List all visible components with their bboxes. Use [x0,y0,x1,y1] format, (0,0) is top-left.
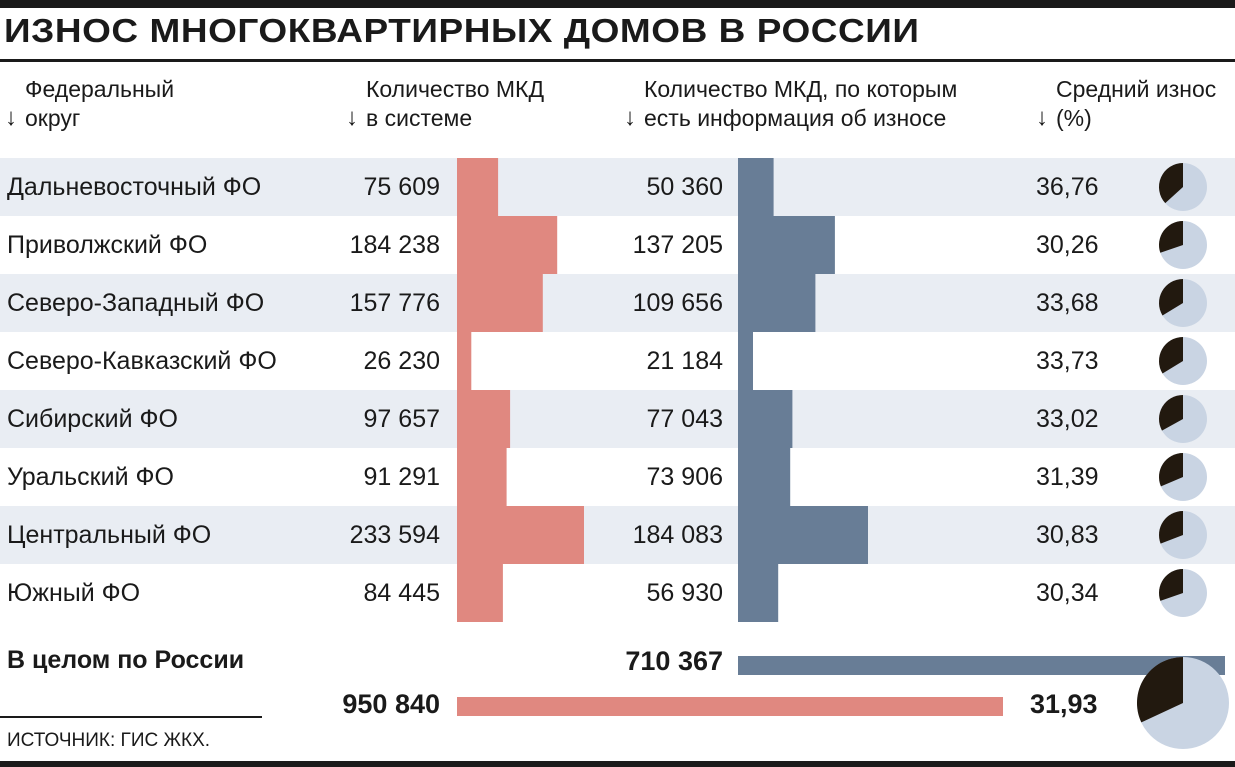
total-value: 91 291 [363,463,440,491]
wear-value: 33,73 [1036,347,1099,375]
total-value: 26 230 [363,347,440,375]
region-name: Центральный ФО [7,521,212,549]
header-with-info-label: Количество МКД, по которым есть информац… [644,76,958,131]
header-with-info-arrow: ↓ [624,104,636,131]
header-region-arrow: ↓ [5,104,17,131]
total-bar [457,506,584,564]
info-bar [738,506,868,564]
total-bar [457,274,543,332]
wear-value: 36,76 [1036,173,1099,201]
wear-pie-wear [1158,279,1183,316]
info-bar [738,390,793,448]
source-rule [0,716,262,718]
info-value: 109 656 [632,289,723,317]
info-value: 50 360 [646,173,723,201]
region-name: Северо-Западный ФО [7,289,265,317]
wear-pie-wear [1159,221,1183,253]
region-name: Уральский ФО [7,463,174,491]
table-row: Северо-Кавказский ФО 26 230 21 184 33,73 [0,332,1235,390]
table-row: Сибирский ФО 97 657 77 043 33,02 [0,390,1235,448]
header-wear-label: Средний износ (%) [1056,76,1217,131]
header-total-label: Количество МКД в системе [366,76,545,131]
total-bar [457,332,472,390]
wear-pie-wear [1158,395,1183,431]
info-value: 184 083 [632,521,723,549]
wear-value: 30,34 [1036,579,1099,607]
header-region-label: Федеральный округ [25,76,175,131]
total-bar [457,448,507,506]
total-wear-pie-wear [1136,657,1183,723]
region-name: Приволжский ФО [7,231,208,259]
total-bar [457,216,558,274]
total-info-value: 710 367 [625,646,723,676]
source-note: ИСТОЧНИК: ГИС ЖКХ. [7,730,211,751]
total-value: 233 594 [349,521,440,549]
title-rule [0,59,1235,62]
table-row: Уральский ФО 91 291 73 906 31,39 [0,448,1235,506]
wear-value: 33,68 [1036,289,1099,317]
table-row: Северо-Западный ФО 157 776 109 656 33,68 [0,274,1235,332]
total-bar [457,390,511,448]
wear-pie-wear [1159,569,1183,601]
table-row: Южный ФО 84 445 56 930 30,34 [0,564,1235,622]
wear-pie-wear [1159,453,1183,487]
region-name: Сибирский ФО [7,405,178,433]
wear-value: 33,02 [1036,405,1099,433]
wear-pie-wear [1159,337,1183,374]
table-row: Дальневосточный ФО 75 609 50 360 36,76 [0,158,1235,216]
info-bar [738,332,753,390]
info-value: 21 184 [646,347,723,375]
info-bar [738,448,791,506]
total-total-bar [457,697,1003,716]
wear-pie-wear [1159,163,1183,204]
info-bar [738,564,779,622]
header-total-arrow: ↓ [346,104,358,131]
total-value: 97 657 [363,405,440,433]
total-bar [457,564,503,622]
info-bar [738,216,835,274]
wear-value: 31,39 [1036,463,1099,491]
wear-value: 30,83 [1036,521,1099,549]
region-name: Дальневосточный ФО [7,173,262,201]
info-value: 73 906 [646,463,723,491]
region-name: Южный ФО [7,579,141,607]
table-row: Приволжский ФО 184 238 137 205 30,26 [0,216,1235,274]
header-wear-arrow: ↓ [1036,104,1048,131]
table-row: Центральный ФО 233 594 184 083 30,83 [0,506,1235,564]
top-rule [0,0,1235,8]
total-row-label: В целом по России [7,646,245,674]
info-value: 137 205 [632,231,723,259]
total-value: 184 238 [349,231,440,259]
total-value: 75 609 [363,173,440,201]
chart-title: ИЗНОС МНОГОКВАРТИРНЫХ ДОМОВ В РОССИИ [4,12,920,49]
total-value: 84 445 [363,579,440,607]
total-wear-value: 31,93 [1030,689,1098,719]
total-bar [457,158,499,216]
total-total-value: 950 840 [342,689,440,719]
info-value: 56 930 [646,579,723,607]
bottom-rule [0,761,1235,767]
total-value: 157 776 [349,289,440,317]
wear-pie-wear [1158,511,1183,544]
info-bar [738,274,816,332]
info-bar [738,158,774,216]
info-value: 77 043 [646,405,723,433]
wear-value: 30,26 [1036,231,1099,259]
region-name: Северо-Кавказский ФО [7,347,277,375]
total-info-bar [738,656,1225,675]
